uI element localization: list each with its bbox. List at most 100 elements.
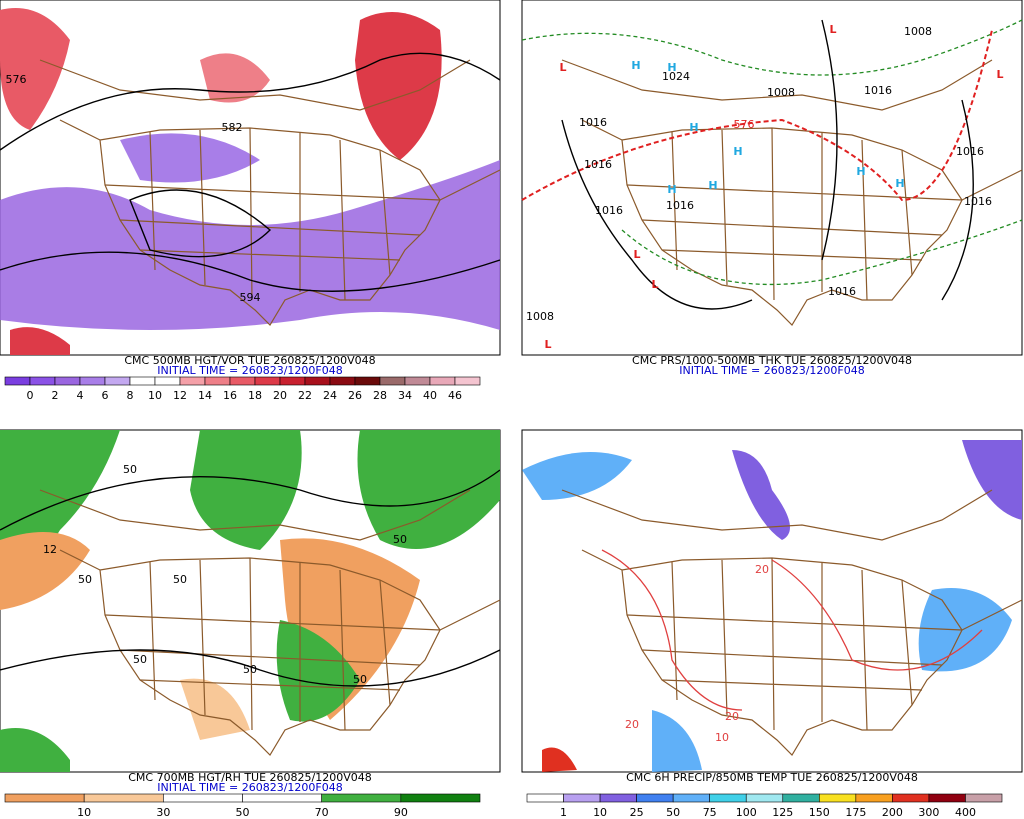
panel-title: CMC 700MB HGT/RH TUE 260825/1200V048 [128,771,372,784]
map-label: 1008 [904,25,932,38]
colorbar-swatch [782,793,820,803]
map-label: 1016 [666,199,694,212]
colorbar-swatch [526,793,564,803]
colorbar-label: 16 [223,389,237,402]
vort-area [120,133,260,183]
vort-area [10,327,70,355]
colorbar-swatch [709,793,747,803]
map-label: 20 [725,710,739,723]
colorbar-label: 50 [666,806,680,819]
map-label: H [708,179,717,192]
title-backdrop [582,773,962,784]
panel-vorticity [0,0,501,356]
initial-time: INITIAL TIME = 260823/1200F048 [157,364,342,377]
map-label: 10 [715,731,729,744]
map-label: 1016 [956,145,984,158]
map-label: 50 [353,673,367,686]
precip-area [542,747,577,772]
map-label: L [633,248,640,261]
colorbar-label: 100 [736,806,757,819]
colorbar-swatch [379,376,406,386]
panel-annotations: 576 582 594 CMC 500MB HGT/VOR TUE 260825/12… [4,73,481,402]
precip-area [962,440,1022,520]
colorbar-swatch [892,793,930,803]
colorbar-label: 22 [298,389,312,402]
map-label: H [895,177,904,190]
colorbar-label: 4 [77,389,84,402]
colorbar-label: 30 [156,806,170,819]
colorbar-label: 300 [918,806,939,819]
map-label: L [996,68,1003,81]
panel-humidity [0,429,501,773]
colorbar-swatch [454,376,481,386]
map-label: H [667,61,676,74]
map-label: 12 [43,543,57,556]
colorbar-swatch [855,793,893,803]
panel-title: CMC PRS/1000-500MB THK TUE 260825/1200V0… [632,354,912,367]
colorbar-label: 1 [560,806,567,819]
colorbar-swatch [321,793,402,803]
map-label: H [733,145,742,158]
initial-time: INITIAL TIME = 260823/1200F048 [679,364,864,377]
colorbar-label: 10 [77,806,91,819]
colorbar-swatch [254,376,281,386]
map-label: 50 [243,663,257,676]
colorbar-swatch [745,793,784,803]
colorbar-label: 6 [102,389,109,402]
colorbar-swatch [229,376,256,386]
map-label: H [689,121,698,134]
colorbar-label: 26 [348,389,362,402]
map-label: H [667,183,676,196]
map-label: 594 [240,291,261,304]
colorbar-swatch [599,793,637,803]
title-backdrop [60,356,440,377]
map-label: 582 [222,121,243,134]
colorbar-swatch [965,793,1003,803]
colorbar-label: 12 [173,389,187,402]
rh-area [180,678,250,740]
map-label: 576 [6,73,27,86]
colorbar-label: 46 [448,389,462,402]
map-label: L [651,278,658,291]
colorbar-swatch [129,376,156,386]
colorbar-swatch [400,793,481,803]
colorbar-swatch [204,376,231,386]
colorbar-swatch [4,376,31,386]
colorbar-label: 75 [703,806,717,819]
map-label: 50 [78,573,92,586]
colorbar-label: 50 [236,806,250,819]
colorbar-label: 20 [273,389,287,402]
colorbar-swatch [154,376,181,386]
map-label: 20 [625,718,639,731]
colorbar-swatch [404,376,431,386]
map-label: L [829,23,836,36]
precip-area [918,588,1012,672]
map-label: 20 [755,563,769,576]
panel-title: CMC 500MB HGT/VOR TUE 260825/1200V048 [124,354,375,367]
precip-area [732,450,790,540]
map-label: 1016 [579,116,607,129]
colorbar-label: 10 [148,389,162,402]
colorbar-swatch [279,376,306,386]
map-label: 1008 [526,310,554,323]
colorbar-label: 25 [630,806,644,819]
colorbar-label: 150 [809,806,830,819]
colorbar-label: 175 [845,806,866,819]
panel-precip [521,429,1023,773]
panel-annotations: L L L L L L H H H H H H H H 1016 1016 1016 1016 1016 1016 10… [526,23,1004,377]
map-label: 1008 [767,86,795,99]
map-label: 1016 [964,195,992,208]
map-label: 1016 [828,285,856,298]
map-label: 1024 [662,70,690,83]
initial-time: INITIAL TIME = 260823/1200F048 [157,781,342,794]
colorbar-label: 40 [423,389,437,402]
colorbar-swatch [29,376,56,386]
colorbar-swatch [83,793,164,803]
colorbar-label: 34 [398,389,412,402]
colorbar-swatch [304,376,331,386]
colorbar-swatch [563,793,601,803]
colorbar-label: 10 [593,806,607,819]
colorbar-swatch [819,793,857,803]
